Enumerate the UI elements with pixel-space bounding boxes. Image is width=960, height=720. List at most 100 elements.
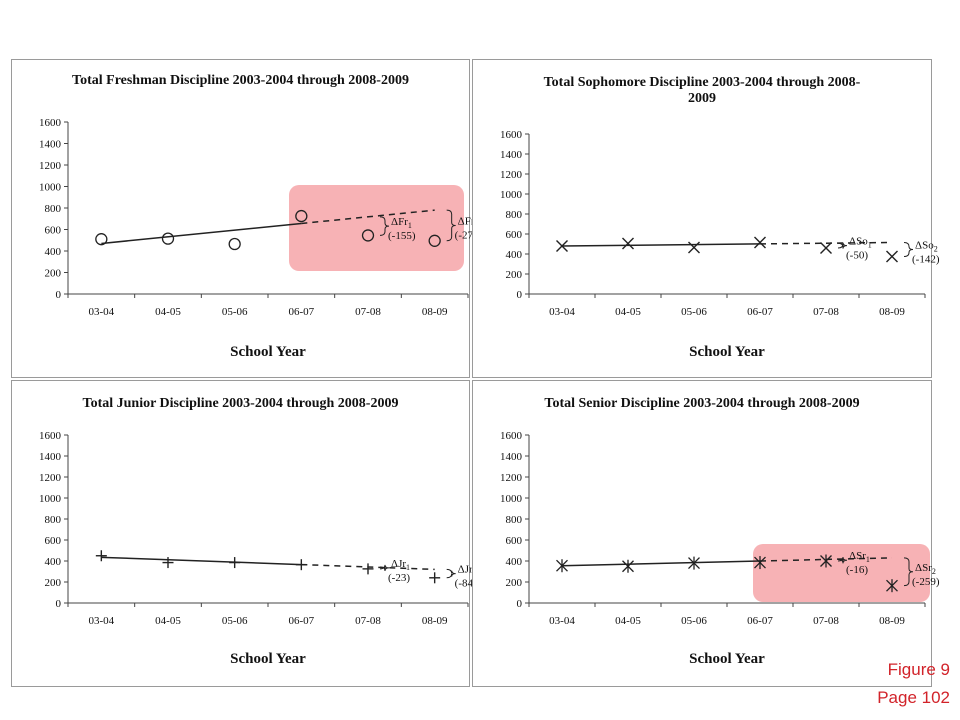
- data-point: [688, 241, 700, 254]
- delta-value: (-84): [455, 578, 477, 590]
- data-point: [161, 232, 175, 245]
- y-tick-label: 400: [506, 556, 523, 568]
- delta-brace: [903, 557, 914, 587]
- y-tick-label: 200: [45, 577, 62, 589]
- y-tick-label: 0: [517, 289, 523, 301]
- delta-label: ΔSr2: [915, 562, 936, 576]
- data-point: [754, 556, 766, 570]
- highlight-region: [289, 185, 464, 271]
- delta-label: ΔSr1: [849, 550, 870, 564]
- delta-label: ΔSo2: [915, 240, 938, 254]
- data-point: [95, 550, 107, 562]
- x-tick-label: 03-04: [88, 306, 114, 318]
- senior-chart-panel: Total Senior Discipline 2003-2004 throug…: [472, 380, 940, 687]
- x-tick-label: 04-05: [615, 306, 641, 318]
- x-tick-label: 06-07: [288, 306, 314, 318]
- x-tick-label: 07-08: [813, 615, 839, 627]
- y-tick-label: 600: [506, 229, 523, 241]
- delta-brace: [379, 216, 390, 236]
- trend-line-fitted: [101, 556, 302, 566]
- data-point: [556, 559, 568, 573]
- delta-brace: [379, 564, 390, 572]
- x-axis-label: School Year: [689, 651, 765, 667]
- y-tick-label: 1200: [500, 472, 523, 484]
- data-point: [820, 554, 832, 568]
- data-point: [688, 556, 700, 570]
- x-tick-label: 08-09: [879, 615, 905, 627]
- x-tick-label: 04-05: [155, 615, 181, 627]
- y-tick-label: 600: [45, 225, 62, 237]
- x-tick-label: 03-04: [88, 615, 114, 627]
- x-tick-label: 07-08: [355, 615, 381, 627]
- y-tick-label: 1000: [39, 493, 62, 505]
- delta-label: ΔJr1: [391, 558, 410, 572]
- x-tick-label: 08-09: [879, 306, 905, 318]
- data-point: [429, 572, 441, 584]
- figure-caption: Figure 9: [887, 660, 950, 679]
- trend-line-projected: [301, 209, 435, 225]
- delta-value: (-259): [912, 576, 940, 588]
- y-tick-label: 0: [56, 289, 62, 301]
- y-tick-label: 1000: [500, 493, 523, 505]
- x-axis-label: School Year: [230, 651, 306, 667]
- chart-title: Total Senior Discipline 2003-2004 throug…: [544, 396, 859, 411]
- page-number: Page 102: [877, 688, 950, 707]
- delta-value: (-155): [388, 230, 416, 242]
- y-tick-label: 800: [45, 203, 62, 215]
- y-tick-label: 1000: [39, 182, 62, 194]
- y-tick-label: 800: [45, 514, 62, 526]
- x-tick-label: 06-07: [747, 615, 773, 627]
- data-point: [820, 242, 832, 254]
- chart-title: Total Sophomore Discipline 2003-2004 thr…: [544, 75, 861, 106]
- data-point: [361, 229, 375, 242]
- data-point: [295, 559, 307, 571]
- x-tick-label: 06-07: [747, 306, 773, 318]
- y-tick-label: 1600: [39, 117, 62, 129]
- chart-title: Total Junior Discipline 2003-2004 throug…: [83, 396, 399, 411]
- data-point: [886, 250, 898, 263]
- y-tick-label: 1400: [39, 139, 62, 151]
- chart-title: Total Freshman Discipline 2003-2004 thro…: [72, 73, 409, 88]
- x-tick-label: 05-06: [222, 615, 248, 627]
- data-point: [622, 237, 634, 250]
- delta-label: ΔFr1: [391, 216, 412, 230]
- x-tick-label: 07-08: [355, 306, 381, 318]
- x-tick-label: 04-05: [155, 306, 181, 318]
- delta-brace: [446, 568, 456, 579]
- y-tick-label: 200: [506, 269, 523, 281]
- y-tick-label: 0: [517, 598, 523, 610]
- trend-line-projected: [759, 241, 893, 245]
- y-tick-label: 1200: [39, 160, 62, 172]
- data-point: [229, 557, 241, 569]
- trend-line-fitted: [101, 222, 302, 245]
- senior-chart: Total Senior Discipline 2003-2004 throug…: [500, 396, 940, 667]
- delta-value: (-16): [846, 564, 868, 576]
- x-tick-label: 08-09: [422, 306, 448, 318]
- delta-value: (-23): [388, 572, 410, 584]
- delta-value: (-50): [846, 250, 868, 262]
- y-tick-label: 1200: [500, 169, 523, 181]
- highlight-region: [753, 544, 930, 602]
- junior-chart-panel: Total Junior Discipline 2003-2004 throug…: [11, 380, 477, 687]
- x-tick-label: 03-04: [549, 615, 575, 627]
- y-tick-label: 1400: [500, 451, 523, 463]
- y-tick-label: 800: [506, 514, 523, 526]
- delta-brace: [837, 242, 848, 249]
- x-tick-label: 05-06: [681, 306, 707, 318]
- x-axis-label: School Year: [689, 344, 765, 360]
- y-tick-label: 400: [506, 249, 523, 261]
- freshman-chart: Total Freshman Discipline 2003-2004 thro…: [39, 73, 482, 360]
- data-point: [556, 240, 568, 252]
- x-tick-label: 05-06: [222, 306, 248, 318]
- y-tick-label: 600: [45, 535, 62, 547]
- y-tick-label: 800: [506, 209, 523, 221]
- x-tick-label: 05-06: [681, 615, 707, 627]
- sophomore-chart-panel: Total Sophomore Discipline 2003-2004 thr…: [472, 59, 940, 378]
- junior-chart: Total Junior Discipline 2003-2004 throug…: [39, 396, 477, 667]
- x-tick-label: 04-05: [615, 615, 641, 627]
- y-tick-label: 200: [45, 268, 62, 280]
- delta-value: (-142): [912, 254, 940, 266]
- data-point: [95, 233, 108, 246]
- y-tick-label: 0: [56, 598, 62, 610]
- data-point: [162, 557, 174, 569]
